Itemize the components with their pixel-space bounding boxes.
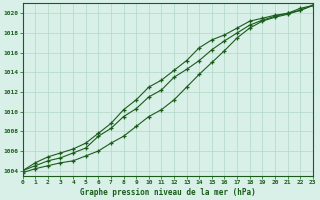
X-axis label: Graphe pression niveau de la mer (hPa): Graphe pression niveau de la mer (hPa)	[80, 188, 256, 197]
